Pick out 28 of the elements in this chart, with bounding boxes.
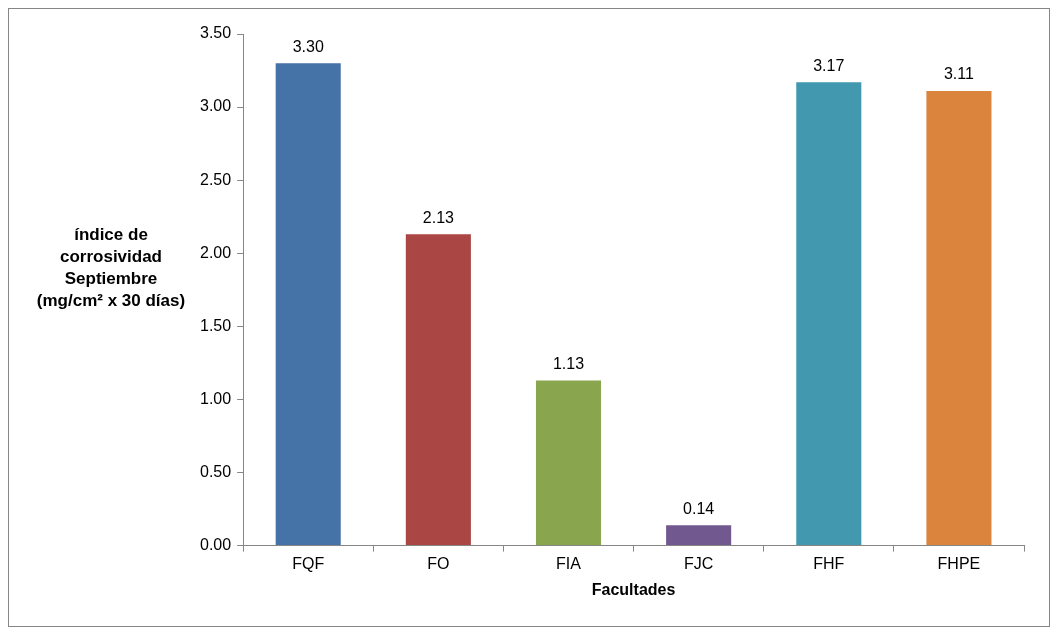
- bar: [926, 91, 992, 546]
- x-tick-label: FQF: [292, 554, 325, 572]
- data-label: 2.13: [422, 208, 455, 226]
- y-tick-label: 1.00: [200, 389, 232, 407]
- y-tick-label: 1.50: [200, 316, 232, 334]
- bar: [796, 82, 862, 546]
- y-tick-label: 3.50: [200, 24, 232, 42]
- x-tick-label: FO: [427, 554, 450, 572]
- x-tick-label: FJC: [683, 554, 714, 572]
- y-tick-label: 0.50: [200, 462, 232, 480]
- x-tick-label: FHF: [813, 554, 845, 572]
- y-tick-label: 2.00: [200, 243, 232, 261]
- bar: [535, 380, 602, 546]
- x-tick-label: FIA: [556, 554, 582, 572]
- y-tick-label: 2.50: [200, 170, 232, 188]
- y-tick-label: 0.00: [200, 536, 232, 554]
- data-label: 0.14: [683, 499, 715, 517]
- data-label: 1.13: [552, 354, 585, 372]
- y-tick-label: 3.00: [200, 97, 232, 115]
- data-label: 3.17: [813, 56, 845, 74]
- y-axis-title: índice de corrosividad Septiembre (mg/cm² x 30 días): [35, 224, 187, 312]
- x-axis-title: Facultades: [591, 580, 676, 598]
- data-label: 3.30: [292, 37, 324, 55]
- data-label: 3.11: [943, 65, 975, 83]
- bar: [275, 63, 341, 546]
- x-tick-label: FHPE: [937, 554, 981, 572]
- bar: [405, 234, 471, 546]
- bar: [666, 525, 732, 546]
